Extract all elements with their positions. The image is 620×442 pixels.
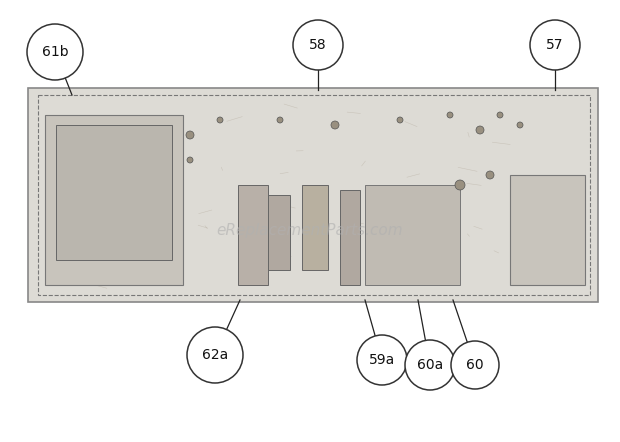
Bar	[340, 190, 360, 285]
Circle shape	[517, 122, 523, 128]
Text: 60a: 60a	[417, 358, 443, 372]
Bar	[302, 185, 328, 270]
Circle shape	[357, 335, 407, 385]
Text: 58: 58	[309, 38, 327, 52]
Bar	[28, 88, 598, 302]
Circle shape	[451, 341, 499, 389]
Circle shape	[27, 24, 83, 80]
Circle shape	[530, 20, 580, 70]
Text: 61b: 61b	[42, 45, 68, 59]
Circle shape	[187, 157, 193, 163]
Circle shape	[217, 117, 223, 123]
Bar	[268, 195, 290, 270]
Circle shape	[186, 131, 194, 139]
Circle shape	[497, 112, 503, 118]
Bar	[38, 95, 590, 295]
Circle shape	[486, 171, 494, 179]
Circle shape	[277, 117, 283, 123]
Bar	[238, 185, 268, 285]
Bar	[56, 125, 172, 260]
Circle shape	[476, 126, 484, 134]
Circle shape	[187, 327, 243, 383]
Circle shape	[405, 340, 455, 390]
Text: 60: 60	[466, 358, 484, 372]
Text: eReplacementParts.com: eReplacementParts.com	[216, 222, 404, 237]
Text: 57: 57	[546, 38, 564, 52]
Bar	[510, 175, 585, 285]
Text: 62a: 62a	[202, 348, 228, 362]
Bar	[45, 115, 183, 285]
Circle shape	[331, 121, 339, 129]
Circle shape	[447, 112, 453, 118]
Circle shape	[397, 117, 403, 123]
Text: 59a: 59a	[369, 353, 395, 367]
Circle shape	[293, 20, 343, 70]
Circle shape	[455, 180, 465, 190]
Bar	[365, 185, 460, 285]
